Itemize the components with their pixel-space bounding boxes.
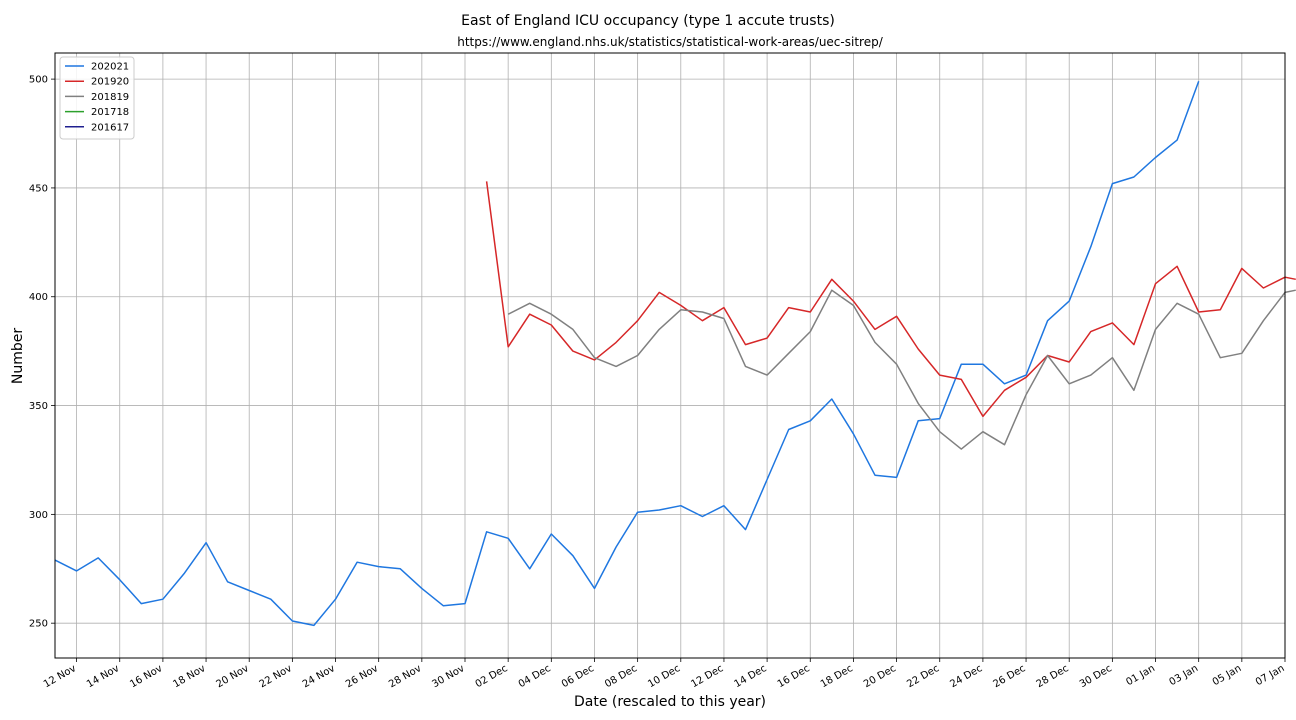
x-tick-label: 24 Dec bbox=[948, 663, 984, 690]
x-tick-label: 18 Nov bbox=[171, 663, 207, 690]
x-tick-label: 12 Nov bbox=[42, 663, 78, 690]
x-tick-label: 10 Dec bbox=[646, 663, 682, 690]
x-tick-label: 28 Nov bbox=[387, 663, 423, 690]
x-tick-label: 08 Dec bbox=[603, 663, 639, 690]
y-tick-label: 250 bbox=[29, 619, 48, 630]
legend-label-201819: 201819 bbox=[91, 92, 129, 103]
legend: 202021 201920 201819 201718 201617 bbox=[59, 56, 135, 140]
x-tick-label: 07 Jan bbox=[1254, 663, 1287, 688]
series-lines bbox=[54, 81, 1296, 627]
legend-label-201718: 201718 bbox=[91, 107, 129, 118]
y-tick-label: 350 bbox=[29, 401, 48, 412]
x-tick-label: 03 Jan bbox=[1168, 663, 1201, 688]
x-tick-label: 14 Dec bbox=[733, 663, 769, 690]
y-tick-label: 400 bbox=[29, 292, 48, 303]
y-tick-label: 450 bbox=[29, 183, 48, 194]
x-tick-label: 20 Dec bbox=[862, 663, 898, 690]
series-line-201819 bbox=[507, 289, 1296, 450]
x-tick-label: 02 Dec bbox=[474, 663, 510, 690]
plot-frame bbox=[54, 52, 1286, 659]
series-line-202021 bbox=[54, 81, 1200, 627]
x-tick-label: 14 Nov bbox=[85, 663, 121, 690]
x-tick-label: 01 Jan bbox=[1124, 663, 1157, 688]
legend-label-201920: 201920 bbox=[91, 77, 129, 88]
x-tick-label: 24 Nov bbox=[301, 663, 337, 690]
x-tick-label: 05 Jan bbox=[1211, 663, 1244, 688]
legend-box bbox=[59, 56, 135, 140]
series-line-201920 bbox=[485, 181, 1296, 418]
x-tick-label: 16 Nov bbox=[128, 663, 164, 690]
grid-lines bbox=[55, 53, 1286, 658]
chart-title: East of England ICU occupancy (type 1 ac… bbox=[461, 13, 835, 29]
x-tick-label: 18 Dec bbox=[819, 663, 855, 690]
x-tick-label: 16 Dec bbox=[776, 663, 812, 690]
x-tick-label: 28 Dec bbox=[1035, 663, 1071, 690]
x-axis: 12 Nov 14 Nov 16 Nov 18 Nov 20 Nov 22 Nov 24 N… bbox=[42, 658, 1287, 690]
x-axis-label: Date (rescaled to this year) bbox=[574, 694, 766, 710]
x-tick-label: 22 Dec bbox=[905, 663, 941, 690]
x-tick-label: 12 Dec bbox=[689, 663, 725, 690]
x-tick-label: 04 Dec bbox=[517, 663, 553, 690]
x-tick-label: 22 Nov bbox=[258, 663, 294, 690]
y-axis-label: Number bbox=[10, 328, 26, 384]
x-tick-label: 20 Nov bbox=[215, 663, 251, 690]
x-tick-label: 06 Dec bbox=[560, 663, 596, 690]
y-tick-label: 500 bbox=[29, 75, 48, 86]
x-tick-label: 26 Nov bbox=[344, 663, 380, 690]
y-tick-label: 300 bbox=[29, 510, 48, 521]
legend-label-201617: 201617 bbox=[91, 122, 129, 133]
x-tick-label: 30 Dec bbox=[1078, 663, 1114, 690]
y-axis: 250 300 350 400 450 500 bbox=[29, 75, 55, 630]
chart-subtitle: https://www.england.nhs.uk/statistics/st… bbox=[457, 35, 883, 49]
legend-label-202021: 202021 bbox=[91, 62, 129, 73]
x-tick-label: 26 Dec bbox=[992, 663, 1028, 690]
x-tick-label: 30 Nov bbox=[430, 663, 466, 690]
